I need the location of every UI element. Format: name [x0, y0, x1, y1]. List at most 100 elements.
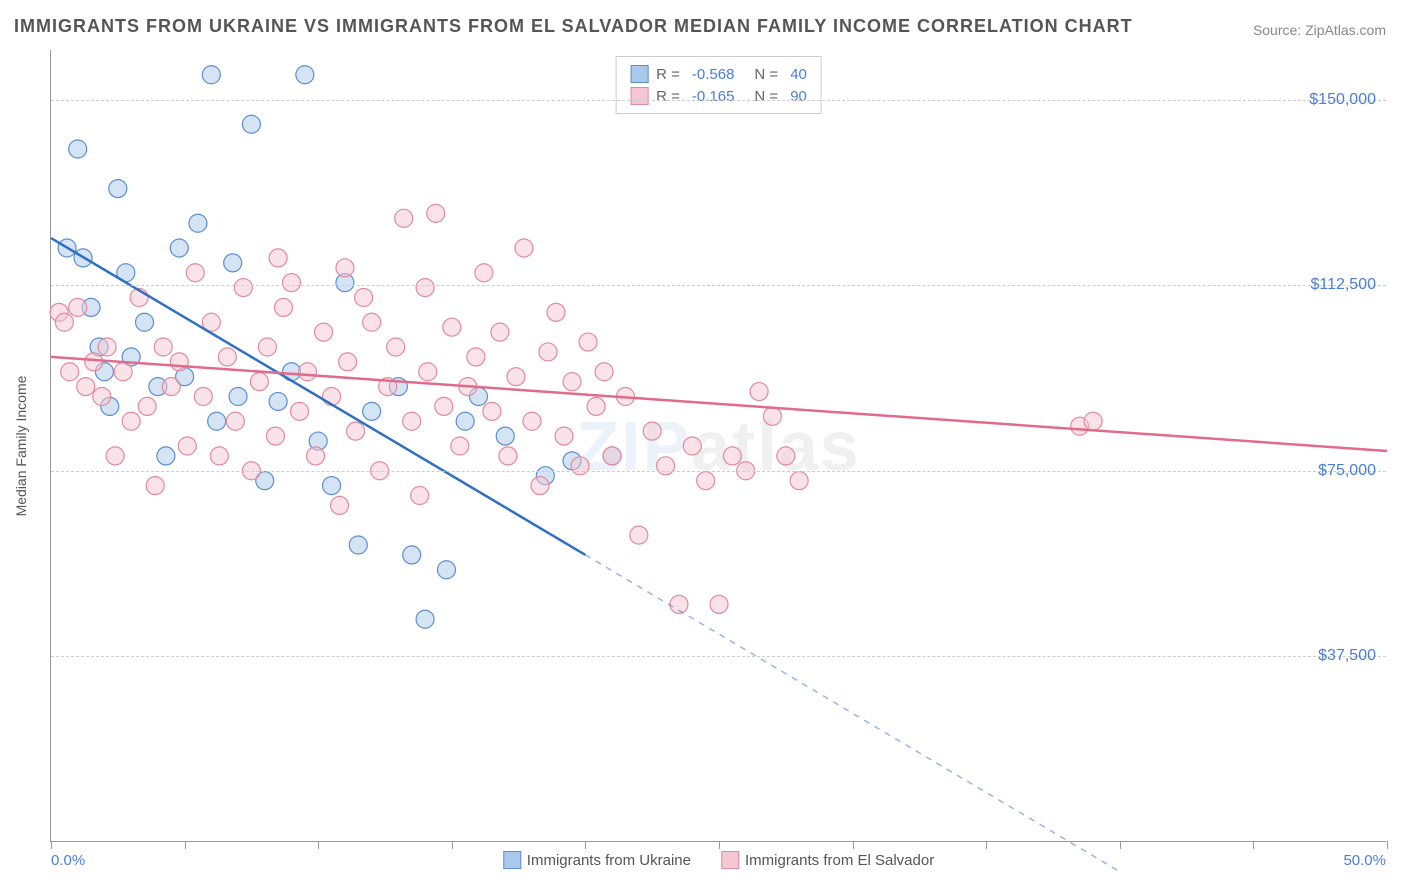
data-point: [395, 209, 413, 227]
data-point: [483, 402, 501, 420]
source-label: Source: ZipAtlas.com: [1253, 22, 1386, 38]
chart-title: IMMIGRANTS FROM UKRAINE VS IMMIGRANTS FR…: [14, 16, 1133, 37]
correlation-legend: R = -0.568 N = 40 R = -0.165 N = 90: [615, 56, 822, 114]
data-point: [339, 353, 357, 371]
data-point: [579, 333, 597, 351]
series-legend: Immigrants from Ukraine Immigrants from …: [503, 851, 934, 869]
data-point: [136, 313, 154, 331]
data-point: [258, 338, 276, 356]
data-point: [363, 313, 381, 331]
swatch-elsalvador-icon: [721, 851, 739, 869]
data-point: [496, 427, 514, 445]
legend-item-ukraine: Immigrants from Ukraine: [503, 851, 691, 869]
data-point: [299, 363, 317, 381]
data-point: [269, 249, 287, 267]
data-point: [154, 338, 172, 356]
data-point: [475, 264, 493, 282]
data-point: [456, 412, 474, 430]
data-point: [1084, 412, 1102, 430]
data-point: [363, 402, 381, 420]
y-tick-label: $75,000: [1318, 462, 1376, 480]
gridline: [51, 100, 1386, 101]
data-point: [587, 397, 605, 415]
data-point: [563, 373, 581, 391]
data-point: [69, 140, 87, 158]
x-tick: [853, 841, 854, 849]
scatter-plot: [51, 50, 1386, 841]
data-point: [208, 412, 226, 430]
data-point: [224, 254, 242, 272]
legend-row-elsalvador: R = -0.165 N = 90: [630, 85, 807, 107]
x-tick: [1253, 841, 1254, 849]
data-point: [349, 536, 367, 554]
data-point: [697, 472, 715, 490]
data-point: [178, 437, 196, 455]
data-point: [435, 397, 453, 415]
data-point: [499, 447, 517, 465]
data-point: [750, 383, 768, 401]
data-point: [387, 338, 405, 356]
n-value-elsalvador: 90: [790, 88, 807, 105]
data-point: [210, 447, 228, 465]
trend-line: [51, 357, 1387, 451]
data-point: [643, 422, 661, 440]
data-point: [55, 313, 73, 331]
y-tick-label: $150,000: [1309, 91, 1376, 109]
y-axis-label: Median Family Income: [13, 375, 29, 516]
data-point: [109, 180, 127, 198]
data-point: [189, 214, 207, 232]
data-point: [186, 264, 204, 282]
r-label: R =: [656, 66, 680, 83]
x-tick: [185, 841, 186, 849]
data-point: [491, 323, 509, 341]
data-point: [419, 363, 437, 381]
x-tick: [318, 841, 319, 849]
gridline: [51, 285, 1386, 286]
data-point: [234, 279, 252, 297]
x-tick: [1120, 841, 1121, 849]
r-value-elsalvador: -0.165: [692, 88, 735, 105]
data-point: [61, 363, 79, 381]
data-point: [777, 447, 795, 465]
data-point: [323, 477, 341, 495]
data-point: [763, 407, 781, 425]
data-point: [403, 412, 421, 430]
data-point: [523, 412, 541, 430]
data-point: [269, 392, 287, 410]
data-point: [274, 298, 292, 316]
y-tick-label: $112,500: [1310, 276, 1376, 294]
data-point: [331, 496, 349, 514]
data-point: [603, 447, 621, 465]
data-point: [307, 447, 325, 465]
x-max-label: 50.0%: [1343, 852, 1386, 869]
data-point: [93, 388, 111, 406]
x-tick: [719, 841, 720, 849]
data-point: [555, 427, 573, 445]
data-point: [657, 457, 675, 475]
x-tick: [986, 841, 987, 849]
data-point: [411, 487, 429, 505]
data-point: [437, 561, 455, 579]
x-tick: [452, 841, 453, 849]
data-point: [146, 477, 164, 495]
x-tick: [51, 841, 52, 849]
data-point: [122, 412, 140, 430]
data-point: [515, 239, 533, 257]
data-point: [296, 66, 314, 84]
data-point: [403, 546, 421, 564]
data-point: [218, 348, 236, 366]
data-point: [427, 204, 445, 222]
data-point: [539, 343, 557, 361]
data-point: [194, 388, 212, 406]
data-point: [467, 348, 485, 366]
data-point: [106, 447, 124, 465]
data-point: [323, 388, 341, 406]
legend-item-elsalvador: Immigrants from El Salvador: [721, 851, 934, 869]
data-point: [595, 363, 613, 381]
data-point: [416, 279, 434, 297]
swatch-ukraine-icon: [503, 851, 521, 869]
data-point: [790, 472, 808, 490]
trend-line-extrapolated: [585, 555, 1119, 872]
n-label: N =: [754, 66, 778, 83]
data-point: [69, 298, 87, 316]
